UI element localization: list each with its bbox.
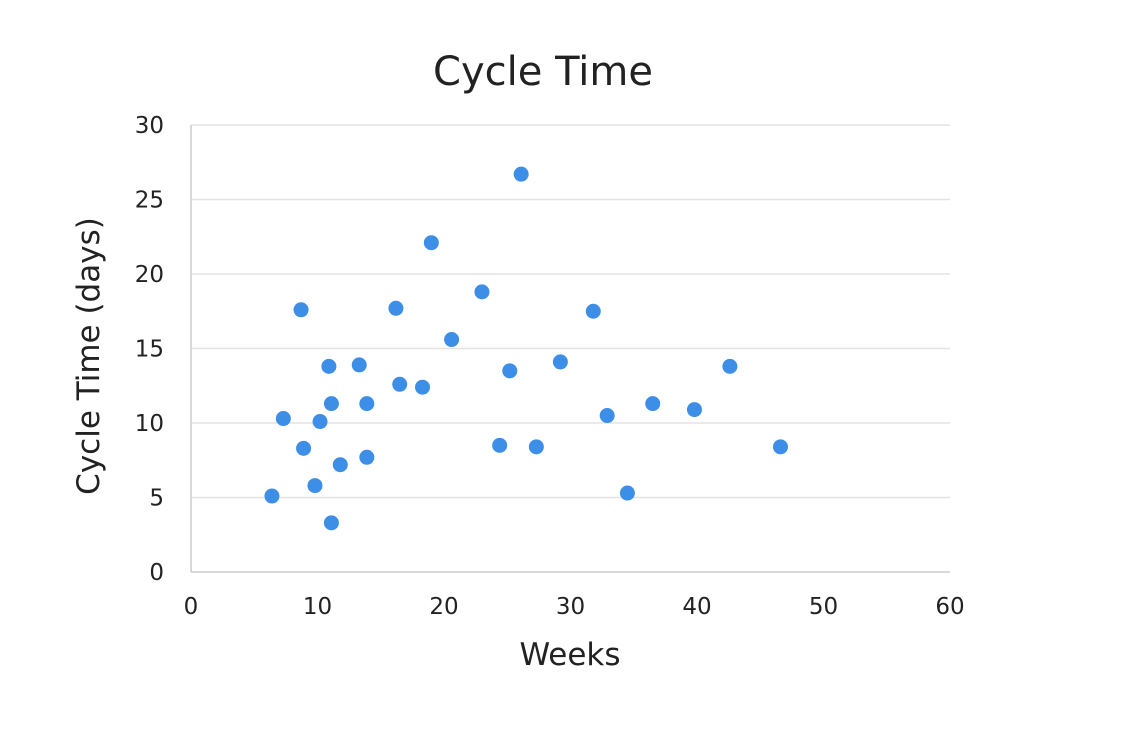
data-point	[359, 396, 375, 412]
data-point	[552, 354, 568, 370]
y-tick-label: 0	[149, 560, 164, 586]
y-tick-label: 10	[135, 411, 164, 437]
data-point	[323, 396, 339, 412]
data-point	[528, 439, 544, 455]
x-tick-label: 60	[935, 594, 964, 620]
y-tick-label: 5	[149, 486, 164, 512]
y-tick-label: 30	[135, 113, 164, 139]
x-tick-label: 40	[682, 594, 711, 620]
x-tick-label: 30	[556, 594, 585, 620]
data-point	[323, 515, 339, 531]
data-point	[502, 363, 518, 379]
x-tick-label: 10	[303, 594, 332, 620]
y-tick-label: 15	[135, 337, 164, 363]
x-tick-label: 0	[184, 594, 199, 620]
data-point	[444, 332, 460, 348]
data-point	[351, 357, 367, 373]
y-tick-label: 25	[135, 188, 164, 214]
y-tick-label: 20	[135, 262, 164, 288]
data-point	[423, 235, 439, 251]
data-point	[585, 303, 601, 319]
data-point	[492, 437, 508, 453]
data-point	[619, 485, 635, 501]
y-tick-labels: 0 5 10 15 20 25 30	[135, 113, 164, 586]
x-tick-label: 20	[429, 594, 458, 620]
data-point	[388, 300, 404, 316]
data-point	[275, 411, 291, 427]
data-point	[332, 457, 348, 473]
x-axis-label: Weeks	[519, 637, 620, 673]
data-point	[599, 408, 615, 424]
axes	[190, 125, 950, 573]
data-point	[474, 284, 490, 300]
data-point	[307, 478, 323, 494]
data-point	[414, 379, 430, 395]
data-point	[293, 302, 309, 318]
data-point	[321, 358, 337, 374]
x-tick-label: 50	[809, 594, 838, 620]
data-point	[772, 439, 788, 455]
x-tick-labels: 0 10 20 30 40 50 60	[184, 594, 965, 620]
data-points	[264, 166, 788, 531]
y-axis-label: Cycle Time (days)	[71, 217, 107, 495]
data-point	[296, 440, 312, 456]
data-point	[686, 402, 702, 418]
data-point	[359, 449, 375, 465]
data-point	[513, 166, 529, 182]
data-point	[645, 396, 661, 412]
data-point	[312, 414, 328, 430]
data-point	[264, 488, 280, 504]
data-point	[722, 358, 738, 374]
data-point	[392, 376, 408, 392]
chart-title: Cycle Time	[433, 49, 653, 95]
